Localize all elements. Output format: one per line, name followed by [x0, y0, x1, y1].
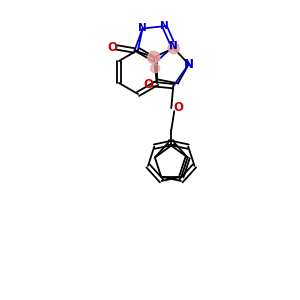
Circle shape: [148, 51, 160, 63]
Text: N: N: [169, 41, 178, 51]
Text: N: N: [160, 21, 169, 31]
Text: O: O: [173, 101, 183, 114]
Text: O: O: [107, 41, 117, 54]
Text: O: O: [143, 78, 154, 91]
Circle shape: [151, 64, 160, 73]
Circle shape: [168, 43, 179, 54]
Text: N: N: [138, 23, 147, 34]
Text: N: N: [184, 58, 194, 71]
